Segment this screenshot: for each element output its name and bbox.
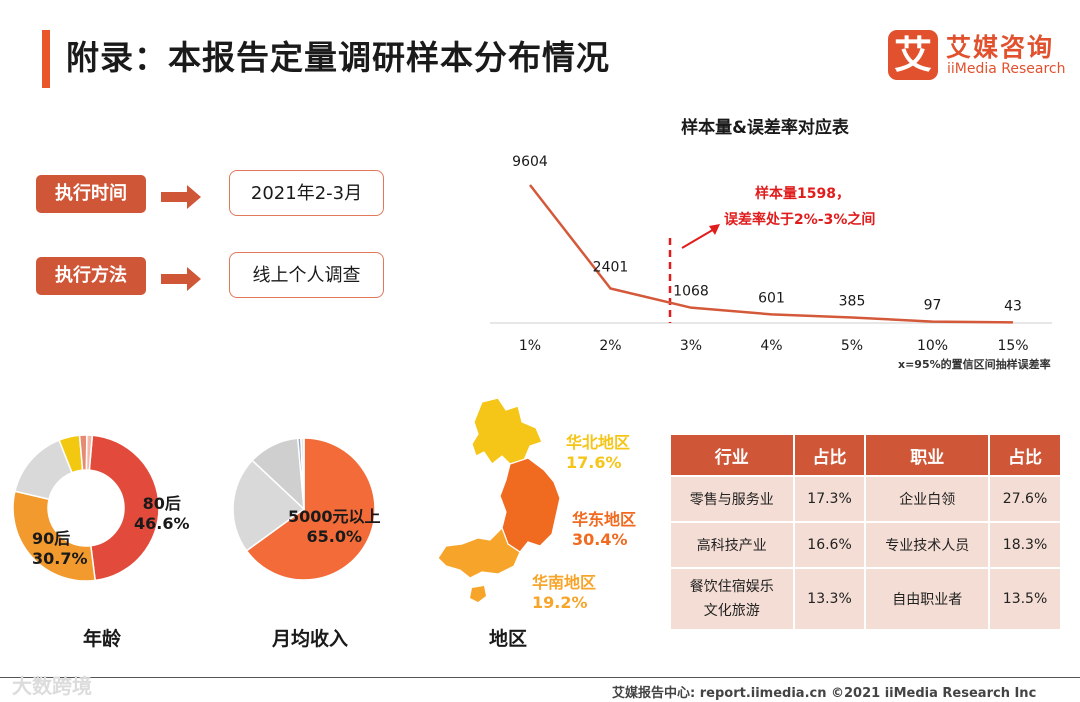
tick-label: 3% <box>680 338 702 354</box>
chart-note: x=95%的置信区间抽样误差率 <box>898 358 1051 371</box>
region-caption: 地区 <box>488 628 527 650</box>
table-header: 行业 <box>671 435 793 475</box>
data-label: 2401 <box>593 260 629 276</box>
data-label: 9604 <box>512 154 548 170</box>
north-region <box>471 397 543 465</box>
time-label: 执行时间 <box>36 175 146 213</box>
pie-slice <box>232 459 306 552</box>
slice-label: 80后 <box>142 494 181 513</box>
slice-pct: 46.6% <box>134 514 190 533</box>
tick-label: 2% <box>599 338 621 354</box>
data-label: 97 <box>924 298 942 314</box>
table-cell: 13.5% <box>990 569 1060 629</box>
table-cell: 18.3% <box>990 523 1060 567</box>
method-label: 执行方法 <box>36 257 146 295</box>
income-caption: 月均收入 <box>271 628 348 650</box>
region-map <box>437 397 561 602</box>
slice-pct: 65.0% <box>306 527 363 546</box>
north-label: 华北地区 17.6% <box>566 433 630 473</box>
table-cell: 13.3% <box>794 569 865 629</box>
table-cell: 17.3% <box>794 477 865 521</box>
region-name: 华东地区 <box>572 510 637 529</box>
annotation-arrow-icon <box>681 224 720 249</box>
table-cell: 企业白领 <box>866 477 989 521</box>
age-caption: 年龄 <box>82 628 121 650</box>
age-donut-chart <box>12 434 160 582</box>
south-region <box>437 526 521 579</box>
footer-source: 艾媒报告中心: report.iimedia.cn ©2021 iiMedia … <box>612 686 1037 701</box>
income-pie-chart <box>232 437 376 581</box>
arrow-right-icon <box>161 185 201 209</box>
table-row: 高科技产业 16.6% 专业技术人员 18.3% <box>671 523 1060 567</box>
table-cell: 餐饮住宿娱乐 文化旅游 <box>671 569 793 629</box>
table-header: 职业 <box>866 435 989 475</box>
table-cell: 自由职业者 <box>866 569 989 629</box>
annotation-line-2: 误差率处于2%-3%之间 <box>724 212 876 228</box>
watermark: 大数跨境 <box>12 674 92 698</box>
series-line <box>529 184 1014 324</box>
table-row: 餐饮住宿娱乐 文化旅游 13.3% 自由职业者 13.5% <box>671 569 1060 629</box>
pie-slice <box>245 437 376 581</box>
logo-icon: 艾 <box>888 30 938 80</box>
line-chart-title: 样本量&误差率对应表 <box>681 118 849 138</box>
page-title: 附录：本报告定量调研样本分布情况 <box>66 38 610 77</box>
region-pct: 17.6% <box>566 453 622 472</box>
region-pct: 19.2% <box>532 593 588 612</box>
data-label: 385 <box>839 293 866 309</box>
time-value: 2021年2-3月 <box>229 170 384 216</box>
table-header: 占比 <box>990 435 1060 475</box>
table-cell: 专业技术人员 <box>866 523 989 567</box>
tick-label: 10% <box>917 338 948 354</box>
pie-slice <box>85 434 94 471</box>
table-header: 占比 <box>794 435 865 475</box>
data-label: 601 <box>758 290 785 306</box>
slice-label: 90后 <box>32 529 71 548</box>
region-name: 华南地区 <box>532 573 597 592</box>
table-cell: 27.6% <box>990 477 1060 521</box>
region-pct: 30.4% <box>572 530 628 549</box>
east-region <box>499 457 561 553</box>
arrow-right-icon <box>161 267 201 291</box>
line-chart: 9604 2401 1068 601 385 97 43 1% 2% 3% 4% 5% 10% 15% <box>490 154 1052 354</box>
title-accent-bar <box>42 30 50 88</box>
footer-divider <box>0 677 1080 678</box>
tick-label: 5% <box>841 338 863 354</box>
annotation-line-1: 样本量1598， <box>755 186 850 202</box>
data-label: 1068 <box>673 284 709 300</box>
pie-slice <box>300 437 305 510</box>
table-header-row: 行业 占比 职业 占比 <box>671 435 1060 475</box>
table-cell: 零售与服务业 <box>671 477 793 521</box>
slice-label: 5000元以上 <box>288 507 381 526</box>
tick-label: 1% <box>519 338 541 354</box>
island-region <box>470 586 486 602</box>
slice-pct: 30.7% <box>32 549 88 568</box>
east-label: 华东地区 30.4% <box>572 510 636 550</box>
age-label-90: 90后 30.7% <box>32 529 88 569</box>
pie-slice <box>12 490 97 582</box>
method-value: 线上个人调查 <box>229 252 384 298</box>
table-row: 零售与服务业 17.3% 企业白领 27.6% <box>671 477 1060 521</box>
industry-occupation-table: 行业 占比 职业 占比 零售与服务业 17.3% 企业白领 27.6% 高科技产… <box>669 433 1062 631</box>
age-label-80: 80后 46.6% <box>134 494 190 534</box>
table-cell: 16.6% <box>794 523 865 567</box>
income-label-top: 5000元以上 65.0% <box>288 507 381 547</box>
region-name: 华北地区 <box>566 433 631 452</box>
pie-slice <box>88 434 160 582</box>
south-label: 华南地区 19.2% <box>532 573 596 613</box>
tick-label: 15% <box>997 338 1028 354</box>
tick-label: 4% <box>760 338 782 354</box>
logo-text-en: iiMedia Research <box>947 61 1066 77</box>
table-cell: 高科技产业 <box>671 523 793 567</box>
logo-text-cn: 艾媒咨询 <box>946 33 1055 62</box>
data-label: 43 <box>1004 298 1022 314</box>
